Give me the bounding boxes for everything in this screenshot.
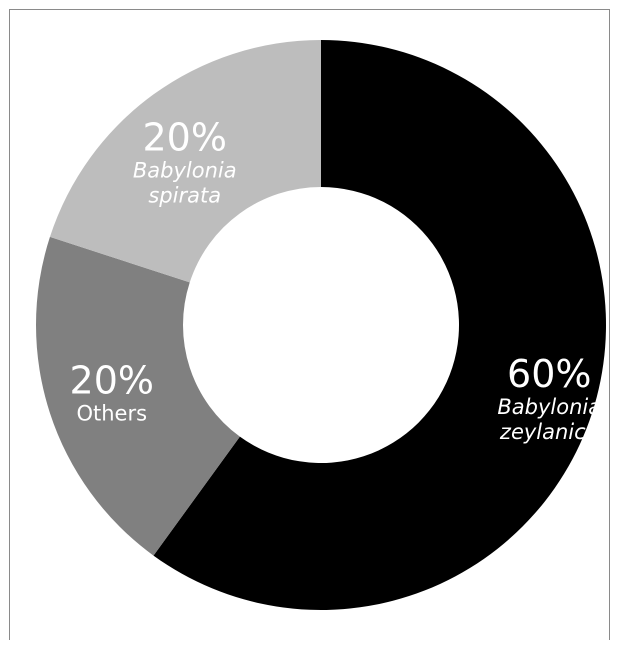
donut-slice-2	[49, 40, 322, 283]
slice-labels: 60%Babyloniazeylanica20%Others20%Babylon…	[70, 116, 602, 445]
slice-percent-0: 60%	[507, 352, 591, 396]
slice-percent-1: 20%	[70, 358, 154, 402]
donut-slice-0	[153, 40, 606, 610]
slice-name-2-line-0: Babylonia	[133, 159, 237, 183]
slice-name-0-line-1: zeylanica	[499, 420, 599, 444]
slice-percent-2: 20%	[142, 116, 226, 160]
slice-name-2-line-1: spirata	[148, 184, 221, 208]
chart-frame	[9, 9, 610, 640]
slice-name-1-line-0: Others	[76, 401, 147, 425]
donut-slices	[36, 40, 606, 610]
slice-name-0-line-0: Babylonia	[497, 395, 601, 419]
slice-label-1: 20%Others	[70, 358, 154, 425]
donut-slice-1	[36, 236, 240, 556]
